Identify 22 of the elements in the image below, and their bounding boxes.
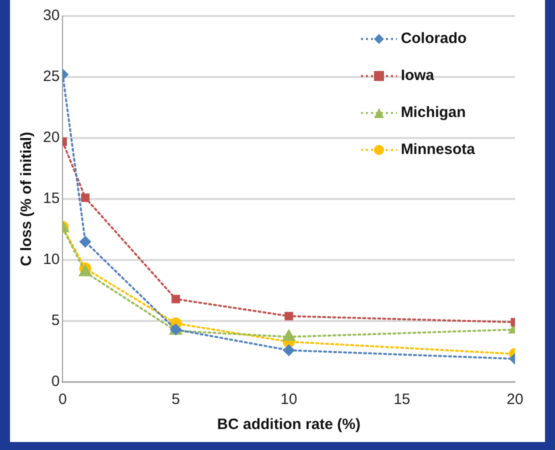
point [79, 236, 92, 248]
x-tick-label: 15 [394, 391, 410, 408]
point [282, 344, 295, 356]
y-tick-label: 0 [51, 373, 60, 390]
legend-label: Minnesota [400, 141, 475, 158]
legend-label: Michigan [400, 104, 466, 121]
point [81, 194, 90, 202]
y-axis-title: C loss (% of initial) [18, 132, 36, 266]
point [172, 294, 180, 304]
y-tick-label: 10 [42, 251, 60, 268]
y-tick-label: 30 [42, 7, 60, 24]
x-axis-title: BC addition rate (%) [217, 416, 361, 434]
y-tick-label: 25 [42, 68, 60, 86]
y-tick-label: 5 [51, 312, 60, 330]
legend-label: Colorado [400, 30, 467, 47]
legend-label: Iowa [400, 67, 434, 84]
y-tick-label: 15 [42, 190, 60, 208]
y-tick-label: 20 [42, 129, 60, 146]
x-tick-label: 10 [280, 391, 298, 408]
x-tick-label: 5 [172, 391, 180, 408]
point [284, 312, 294, 320]
x-tick-label: 20 [506, 391, 524, 408]
